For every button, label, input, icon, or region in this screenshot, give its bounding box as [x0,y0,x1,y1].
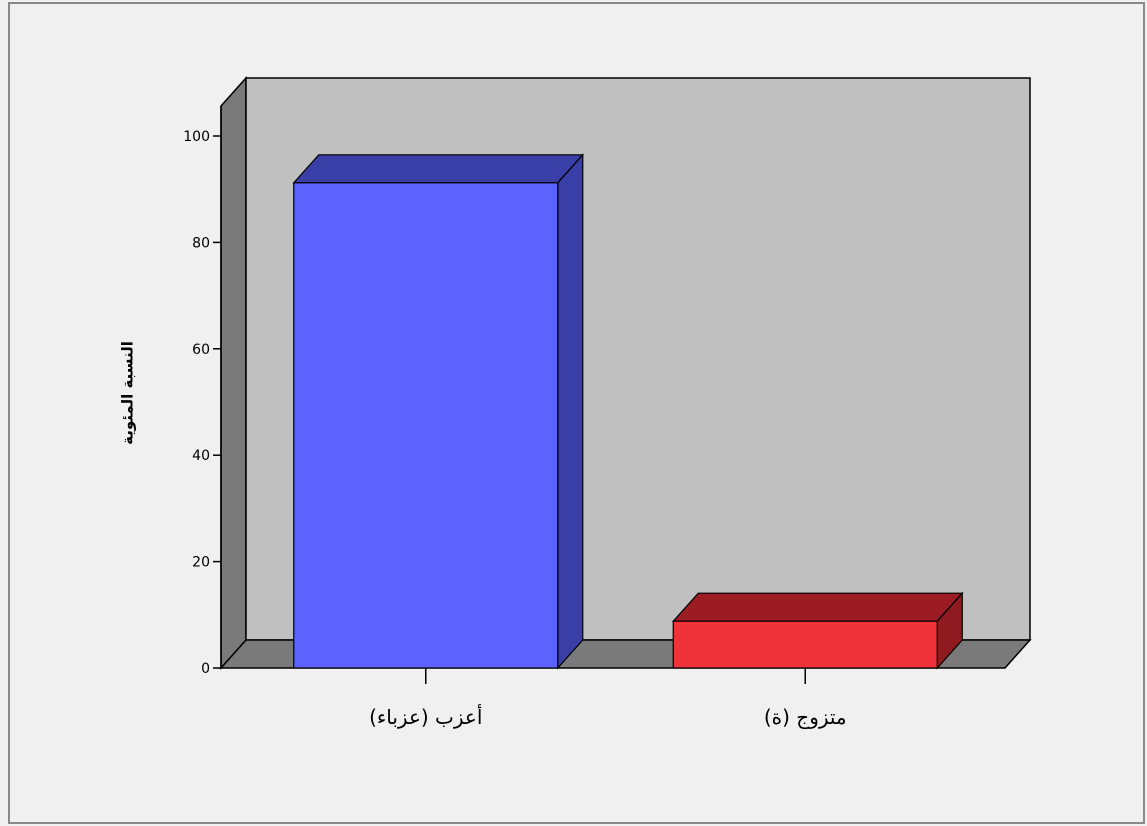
y-axis-ticks: 0 20 40 60 80 100 [183,129,221,677]
x-category-label: أعزب (عزباء) [369,704,482,729]
y-tick-label: 0 [201,661,210,677]
y-tick-label: 80 [192,235,210,251]
bar [671,591,964,670]
bars [292,153,964,670]
y-tick-label: 20 [192,555,210,571]
bar-side [557,153,584,670]
y-axis-label: النسبة المئوية [119,341,137,445]
y-tick-label: 60 [192,342,210,358]
bar-top [292,154,585,184]
bar-top [671,592,964,622]
left-wall [220,76,247,670]
x-axis-categories: أعزب (عزباء) متزوج (ة) [369,668,847,729]
x-category-label: متزوج (ة) [764,705,847,729]
bar-front [293,182,559,669]
bar [292,153,585,670]
bar-front [672,620,938,669]
y-tick-label: 40 [192,448,210,464]
y-tick-label: 100 [183,129,210,145]
